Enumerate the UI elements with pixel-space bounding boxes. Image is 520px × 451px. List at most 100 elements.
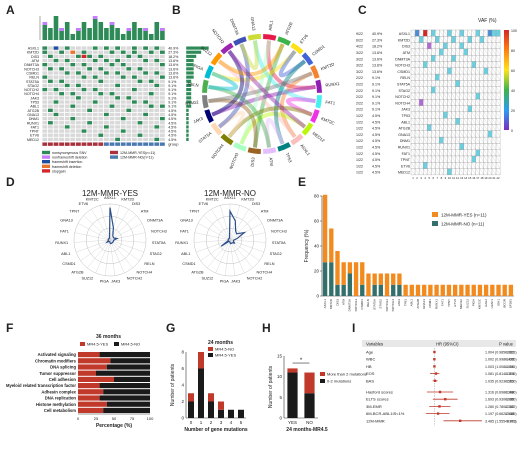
vaf-cell-hatch <box>418 124 424 131</box>
vaf-cell-hatch <box>427 149 432 157</box>
oncoplot-cell <box>87 71 92 75</box>
f-bar-yes <box>78 383 100 389</box>
vaf-cell-hatch <box>491 162 497 169</box>
e-x-tick-label: DIS3 <box>335 299 339 306</box>
oncoplot-cell <box>98 121 104 125</box>
vaf-cell-hatch <box>483 149 489 157</box>
vaf-cell-hatch <box>479 99 485 106</box>
oncoplot-cell <box>42 75 48 79</box>
radar-label: NOTCH2 <box>127 277 143 281</box>
oncoplot-cell <box>132 116 137 121</box>
vaf-cell-hatch <box>463 105 468 112</box>
f-bar-yes <box>78 401 107 407</box>
vaf-cell-hatch <box>431 130 436 138</box>
oncoplot-cell <box>126 92 132 96</box>
oncoplot-cell <box>53 108 59 112</box>
oncoplot-cell <box>143 58 148 63</box>
vaf-cell-hatch <box>439 99 444 106</box>
oncoplot-cell <box>120 133 126 137</box>
oncoplot-cell <box>120 112 126 117</box>
vaf-cell-hatch <box>451 111 456 119</box>
vaf-cell-hatch <box>418 55 424 62</box>
vaf-cell-hatch <box>459 92 464 100</box>
vaf-ratio: 1/22 <box>356 127 363 131</box>
i-hr-marker <box>433 358 436 361</box>
radar-label: JAK3 <box>111 280 120 284</box>
e-x-tick-label: IDH1 <box>496 299 500 306</box>
oncoplot-cell <box>148 116 154 121</box>
oncoplot-cell <box>126 83 132 88</box>
vaf-percent: 9.1% <box>372 101 381 105</box>
oncoplot-cell <box>137 79 143 83</box>
g-y-axis-label: Number of patients <box>170 363 176 406</box>
oncoplot-cell <box>76 121 81 125</box>
vaf-cell-hatch <box>414 162 420 169</box>
oncoplot-cell <box>154 100 160 104</box>
oncoplot-cell <box>48 116 53 121</box>
oncoplot-cell <box>132 67 137 71</box>
i-variable: 6M-BCR-ABL1IS<1% <box>366 411 405 416</box>
vaf-cell-hatch <box>491 118 497 125</box>
vaf-cell-hatch <box>491 149 497 157</box>
chord-label: CSMD1 <box>311 43 326 56</box>
vaf-cell-hatch <box>443 92 448 100</box>
oncoplot-percent: 9.1% <box>168 80 177 84</box>
oncoplot-cell <box>76 104 81 108</box>
oncoplot-group-cell <box>104 142 109 146</box>
oncoplot-cell <box>48 83 53 88</box>
oncoplot-cell <box>92 87 98 92</box>
vaf-cell-hatch <box>467 143 472 150</box>
oncoplot-percent: 9.1% <box>168 84 177 88</box>
i-variable: WBC <box>366 357 375 362</box>
oncoplot-cell <box>53 50 59 54</box>
vaf-cell-hatch <box>459 36 464 43</box>
vaf-cell-hatch <box>475 155 480 163</box>
vaf-cell-hatch <box>495 99 501 106</box>
chord-label: RUNX1 <box>325 81 340 88</box>
vaf-cell-hatch <box>451 149 456 157</box>
e-bar-yes <box>391 273 396 285</box>
vaf-cell-hatch <box>431 168 436 175</box>
oncoplot-gene-label: TP53 <box>30 101 39 105</box>
oncoplot-percent: 4.5% <box>168 113 177 117</box>
oncoplot-cell <box>120 100 126 104</box>
oncoplot-top-bar <box>42 22 48 40</box>
oncoplot-cell <box>87 133 92 137</box>
oncoplot-cell <box>132 58 137 63</box>
vaf-cell-hatch <box>491 168 497 175</box>
vaf-column-number: 16 <box>472 176 476 180</box>
legend-swatch <box>42 164 50 168</box>
vaf-cell-hatch <box>475 80 480 87</box>
vaf-cell-hatch <box>435 143 440 150</box>
vaf-cell-hatch <box>483 105 489 112</box>
oncoplot-cell <box>104 108 109 112</box>
vaf-cell-hatch <box>483 124 489 131</box>
vaf-cell-hatch <box>459 55 464 62</box>
vaf-ratio: 2/22 <box>356 89 363 93</box>
oncoplot-cell <box>64 92 70 96</box>
oncoplot-cell <box>137 104 143 108</box>
oncoplot-cell <box>98 96 104 100</box>
oncoplot-cell <box>59 83 64 88</box>
oncoplot-top-bar <box>154 22 160 40</box>
e-bar-no <box>341 284 346 296</box>
vaf-cell-hatch <box>483 155 489 163</box>
e-bar-no <box>397 284 402 296</box>
h-y-tick-label: 5 <box>279 395 282 400</box>
oncoplot-cell <box>120 63 126 67</box>
oncoplot-cell <box>42 79 48 83</box>
oncoplot-cell <box>76 71 81 75</box>
vaf-cell-hatch <box>443 74 448 81</box>
oncoplot-cell <box>87 75 92 79</box>
radar-label: ATM <box>141 209 149 213</box>
vaf-cell-hatch <box>427 86 432 94</box>
vaf-gene: ETV6 <box>401 164 410 168</box>
oncoplot-cell <box>154 129 160 133</box>
vaf-cell-hatch <box>483 80 489 87</box>
radar-spoke <box>229 239 236 276</box>
oncoplot-cell <box>64 54 70 59</box>
oncoplot-cell <box>115 121 120 125</box>
vaf-cell-hatch <box>423 105 428 112</box>
